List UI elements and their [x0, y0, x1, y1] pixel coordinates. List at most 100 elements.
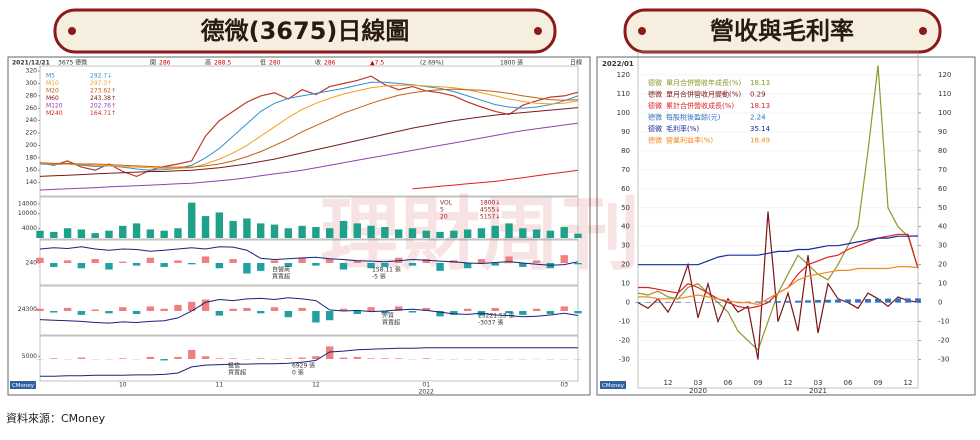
legend-name: M10	[46, 80, 59, 87]
series-line	[638, 235, 919, 266]
y2-tick-label: 30	[938, 242, 947, 250]
bar	[160, 308, 168, 311]
bar	[160, 230, 168, 238]
legend-name: 單月合併營收月變動(%)	[666, 90, 741, 99]
bar	[119, 225, 127, 238]
x-tick-label: 09	[754, 379, 763, 387]
bar	[284, 228, 293, 238]
bar	[36, 230, 44, 238]
bar	[174, 228, 182, 238]
bar	[695, 302, 701, 303]
bar	[422, 259, 430, 263]
bar	[174, 304, 182, 311]
bar	[353, 356, 361, 359]
legend-name: M60	[46, 95, 59, 102]
x-tick-label: 06	[724, 379, 733, 387]
year-label: 2021	[809, 387, 827, 395]
y-tick-label: 120	[617, 71, 630, 79]
panel-label: 外資	[382, 312, 394, 320]
bar	[775, 301, 781, 303]
bar	[63, 307, 72, 311]
bar	[532, 229, 541, 238]
y2-tick-label: 0	[938, 299, 942, 307]
y2-tick-label: -20	[938, 337, 949, 345]
quote-value: 280	[269, 60, 281, 67]
y-tick-label: 220	[26, 130, 38, 137]
legend-name: 每股稅後盈餘(元)	[666, 113, 721, 122]
y2-tick-label: 10	[938, 280, 947, 288]
bar	[325, 259, 334, 263]
bar	[132, 263, 141, 266]
y-tick-label: 160	[26, 167, 38, 174]
legend-name: VOL	[440, 200, 453, 207]
left-title: 德微(3675)日線圖	[201, 17, 410, 45]
y2-tick-label: 20	[938, 261, 947, 269]
bar	[50, 311, 58, 313]
year-label: 2020	[689, 387, 707, 395]
legend-value: 202.76↑	[90, 103, 116, 110]
header-date: 2021/12/21	[12, 60, 50, 67]
bar	[645, 302, 651, 303]
bar	[215, 311, 224, 316]
bar	[132, 223, 141, 238]
bar	[491, 263, 499, 266]
bar	[119, 307, 127, 311]
x-tick-label: 03	[814, 379, 823, 387]
bar	[560, 255, 568, 263]
bar	[450, 230, 458, 238]
y-tick-label: 80	[621, 147, 630, 155]
series-line	[39, 81, 579, 171]
panel-label: 買賣超	[228, 369, 246, 377]
bar	[146, 356, 155, 359]
bar	[50, 358, 58, 359]
right-title: 營收與毛利率	[710, 17, 854, 45]
legend-prefix: 德微	[648, 90, 662, 99]
bar	[298, 225, 306, 238]
legend-name: M5	[46, 73, 55, 80]
y-tick-label: 40	[621, 223, 630, 231]
series-line	[39, 75, 579, 178]
bar	[755, 301, 761, 303]
panel-stat: -3037 張	[478, 320, 503, 327]
period: 日線	[570, 59, 582, 67]
bar	[675, 301, 681, 303]
bar	[505, 223, 513, 238]
series-line	[412, 169, 579, 190]
bar	[422, 358, 430, 359]
bar	[915, 298, 921, 303]
bar	[146, 229, 155, 238]
bar	[835, 299, 841, 303]
bar	[174, 260, 182, 263]
bar	[325, 311, 334, 321]
bar	[436, 231, 444, 238]
y2-tick-label: 60	[938, 185, 947, 193]
y2-tick-label: 80	[938, 147, 947, 155]
change-pct: (2.69%)	[420, 60, 444, 67]
banner-dot	[68, 27, 76, 35]
legend-prefix: 德微	[648, 101, 662, 110]
bar	[146, 257, 155, 263]
bar	[257, 311, 265, 314]
right-panel	[596, 56, 976, 396]
bar	[532, 260, 541, 263]
bar	[325, 228, 334, 238]
bar	[408, 228, 417, 238]
y-tick-label: 70	[621, 166, 630, 174]
y2-tick-label: 70	[938, 166, 947, 174]
bar	[91, 233, 99, 238]
bar	[188, 263, 196, 265]
y-tick-label: 320	[26, 68, 38, 75]
bar	[408, 263, 417, 266]
panel-label: 自營商	[272, 266, 290, 274]
quote-label: 開	[150, 60, 156, 67]
bar	[312, 227, 320, 238]
bar	[312, 263, 320, 266]
y-tick-label: 240	[26, 260, 38, 267]
bar	[270, 307, 279, 311]
y-tick-label: 60	[621, 185, 630, 193]
quote-label: 高	[205, 59, 211, 67]
sub-panel	[39, 196, 579, 240]
y-tick-label: 280	[26, 92, 38, 99]
bar	[229, 308, 237, 311]
bar	[353, 260, 361, 263]
